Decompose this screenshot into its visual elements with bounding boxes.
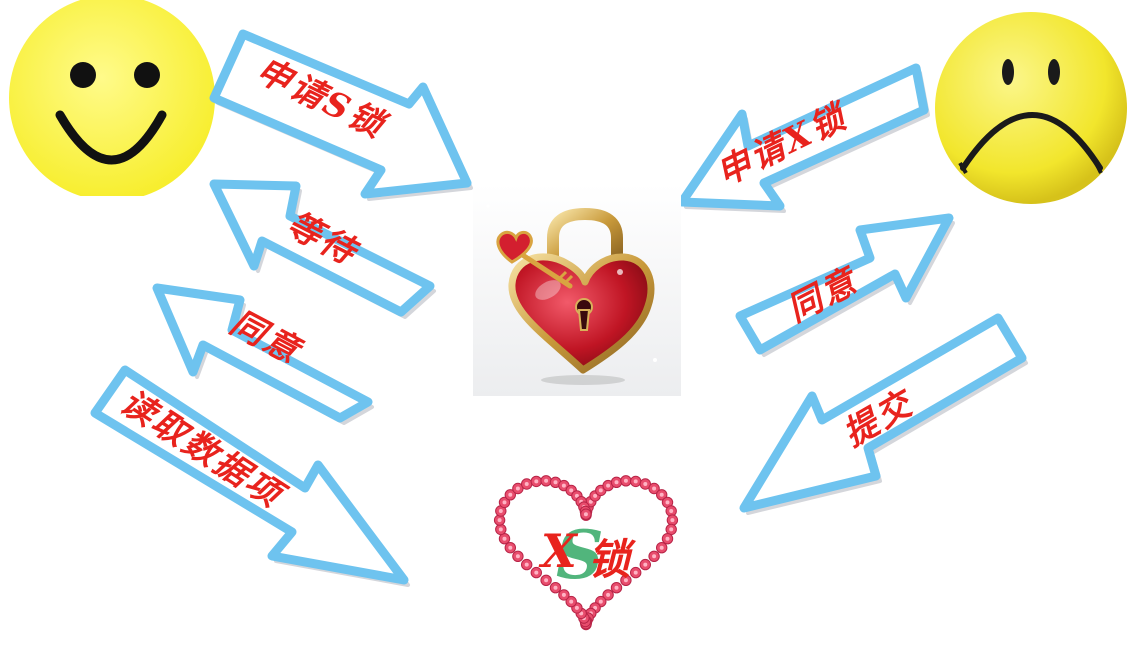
heart-padlock-with-key-icon [473,184,681,396]
arrow-commit: 提交 [739,313,1028,515]
arrow-wait: 等待 [209,179,436,319]
sad-face-icon [935,12,1127,204]
arrow-agree-right: 同意 [735,213,955,357]
lock-label: S X 锁 [538,516,636,594]
lock-label-s-letter: S [556,516,604,594]
arrow-request-s-lock: 申请S锁 [209,29,473,201]
happy-face-icon [0,0,230,216]
arrow-request-x-lock: 申请X锁 [677,63,930,213]
arrow-label-read-data: 读取数据项 [113,382,292,518]
lock-label-x-letter: X [538,524,579,578]
rose-heart-wreath-icon [493,475,679,631]
lock-label-lock-char: 锁 [588,535,636,584]
arrow-agree-left: 同意 [152,283,374,425]
